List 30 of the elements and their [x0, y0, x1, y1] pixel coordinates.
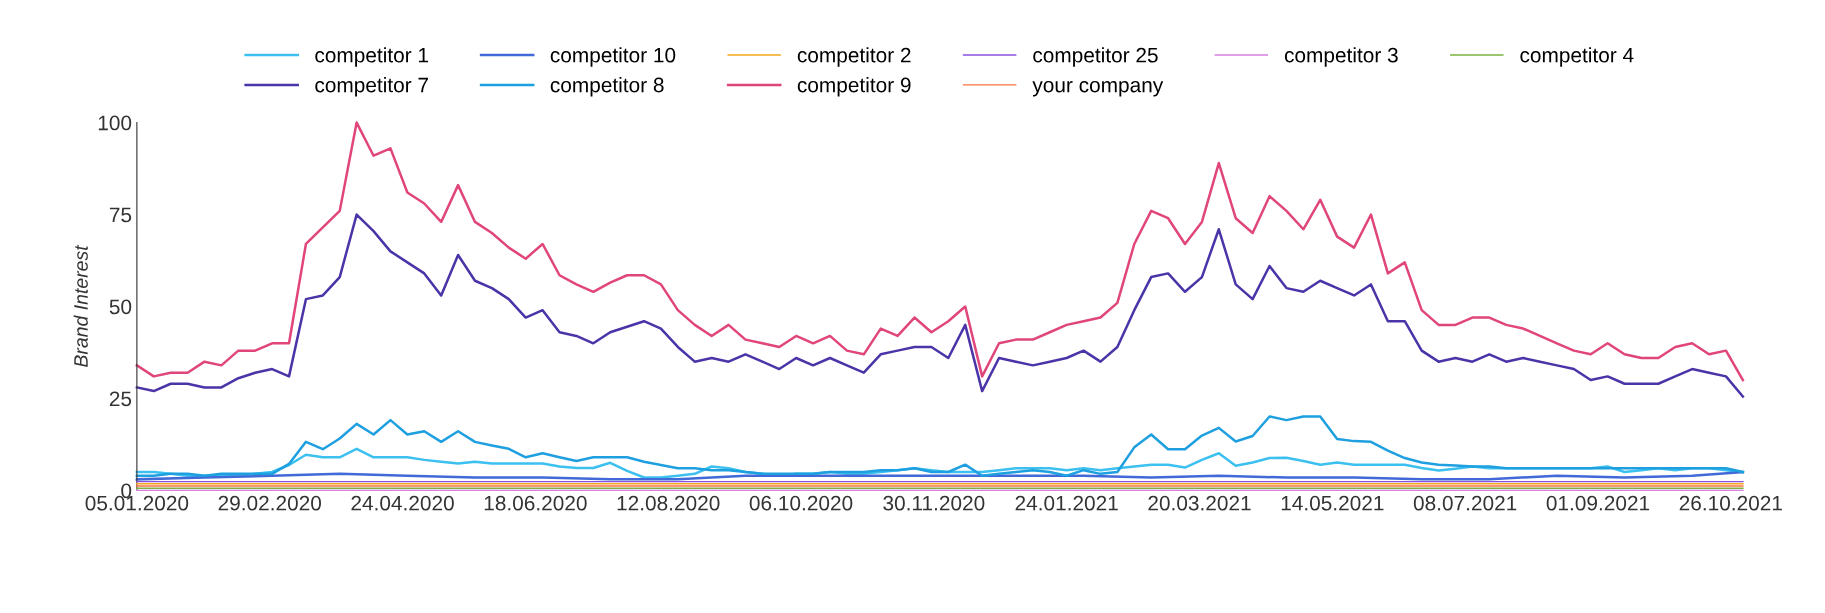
- legend-label: competitor 9: [797, 77, 911, 97]
- x-tick-label: 06.10.2020: [749, 495, 853, 511]
- legend-label: competitor 2: [797, 47, 911, 67]
- x-tick-label: 08.07.2021: [1413, 495, 1517, 511]
- legend-label: competitor 4: [1520, 47, 1634, 67]
- line-series: [135, 213, 1745, 398]
- legend-label: your company: [1032, 80, 1164, 97]
- legend-label: competitor 25: [1033, 47, 1158, 67]
- y-tick-label: 50: [109, 299, 132, 315]
- x-tick-label: 01.09.2021: [1546, 495, 1650, 511]
- x-tick-label: 12.08.2020: [617, 495, 720, 511]
- x-tick-label: 26.10.2021: [1679, 495, 1782, 511]
- legend-label: competitor 10: [550, 47, 676, 67]
- y-tick-label: 25: [109, 391, 132, 407]
- legend-label: competitor 8: [550, 77, 664, 97]
- x-tick-label: 14.05.2021: [1281, 495, 1384, 511]
- legend-label: competitor 1: [315, 47, 429, 67]
- x-tick-label: 18.06.2020: [484, 495, 587, 511]
- legend-label: competitor 7: [315, 77, 428, 97]
- legend-label: competitor 3: [1284, 47, 1398, 67]
- y-tick-label: 100: [98, 115, 132, 131]
- line-series: [135, 121, 1745, 382]
- x-tick-label: 24.04.2020: [351, 495, 454, 511]
- line-series: [135, 415, 1745, 477]
- y-tick-label: 75: [109, 207, 132, 223]
- x-tick-label: 30.11.2020: [883, 495, 985, 511]
- x-tick-label: 29.02.2020: [218, 495, 322, 511]
- x-tick-label: 24.01.2021: [1015, 495, 1118, 511]
- x-tick-label: 20.03.2021: [1148, 495, 1251, 511]
- y-axis-title: Brand Interest: [73, 244, 88, 367]
